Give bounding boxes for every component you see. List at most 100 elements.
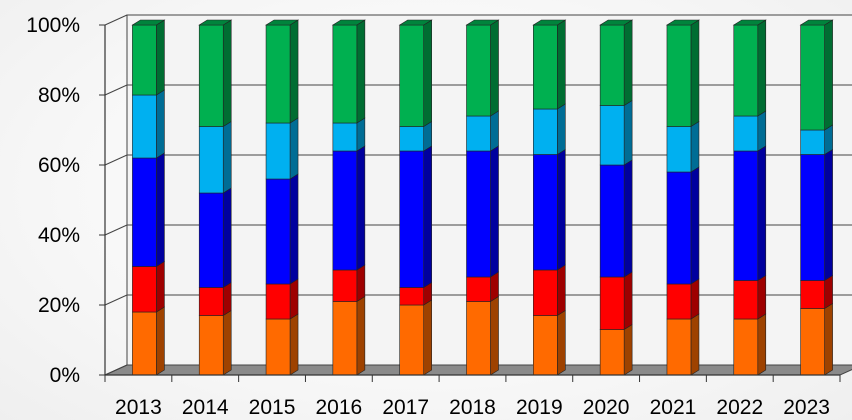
- bar-front: [533, 24, 558, 110]
- bar-segment-2023-5: [799, 19, 834, 131]
- bar-front: [265, 24, 291, 124]
- bar-top: [665, 19, 701, 26]
- bar-side: [356, 145, 366, 271]
- bar-front: [332, 24, 358, 124]
- bar-front: [466, 115, 491, 152]
- bar-front: [399, 24, 424, 127]
- bar-front: [132, 311, 157, 376]
- bar-front: [666, 318, 692, 376]
- bar-side: [156, 19, 165, 96]
- bar-front: [599, 276, 625, 330]
- bar-side: [623, 271, 633, 331]
- bar-front: [466, 301, 491, 376]
- bar-segment-2015-4: [265, 117, 299, 180]
- gridline-depth: [104, 14, 128, 26]
- bar-stack-2022: [732, 19, 767, 376]
- bar-side: [757, 19, 767, 117]
- bar-front: [265, 122, 291, 180]
- bar-stack-2023: [799, 19, 834, 376]
- bar-front: [399, 126, 424, 152]
- bar-segment-2017-1: [399, 299, 432, 376]
- bar-side: [690, 120, 700, 173]
- x-tick-label: 2023: [783, 396, 830, 419]
- x-axis-tick-labels: 2013 2014 2015 2016 2017 2018 2019 2020 2021 2022…: [115, 396, 830, 419]
- bar-front: [666, 24, 692, 127]
- bar-front: [666, 126, 692, 173]
- x-tick-label: 2017: [382, 396, 429, 419]
- bar-side: [289, 278, 299, 320]
- bars: [131, 19, 834, 376]
- bar-segment-2021-1: [666, 313, 700, 376]
- bar-top: [799, 19, 834, 26]
- bar-front: [265, 283, 291, 320]
- bar-segment-2017-3: [399, 145, 432, 289]
- bar-segment-2020-5: [599, 19, 634, 107]
- y-tick-label: 60%: [38, 154, 80, 177]
- bar-side: [490, 19, 499, 117]
- bar-segment-2015-5: [264, 19, 300, 124]
- bar-side: [356, 117, 366, 152]
- x-tick-label: 2018: [449, 396, 496, 419]
- bar-front: [466, 276, 491, 302]
- bar-side: [490, 110, 499, 152]
- bar-segment-2023-3: [800, 148, 833, 282]
- bar-front: [399, 150, 424, 288]
- bar-stack-2016: [331, 19, 366, 376]
- bar-segment-2022-3: [733, 145, 767, 282]
- x-tick-label: 2022: [716, 396, 763, 419]
- bar-side: [623, 159, 633, 278]
- bar-segment-2019-3: [533, 148, 566, 271]
- bar-segment-2014-1: [198, 309, 232, 376]
- bar-front: [733, 318, 759, 376]
- bar-side: [557, 264, 566, 317]
- bar-front: [599, 164, 625, 278]
- bar-segment-2022-4: [733, 110, 767, 152]
- bar-segment-2013-1: [132, 306, 165, 376]
- bar-segment-2021-3: [666, 166, 700, 285]
- bar-front: [198, 287, 224, 316]
- bar-side: [222, 281, 232, 317]
- bar-segment-2018-3: [466, 145, 499, 278]
- bar-segment-2017-2: [399, 281, 432, 306]
- bar-front: [399, 304, 424, 376]
- bar-side: [222, 120, 232, 194]
- bar-side: [156, 89, 165, 159]
- bar-front: [800, 280, 825, 309]
- y-tick-label: 80%: [38, 84, 80, 107]
- bar-side: [222, 19, 232, 128]
- bar-side: [757, 110, 767, 152]
- bar-front: [332, 150, 358, 271]
- bar-segment-2022-2: [733, 274, 767, 320]
- bar-front: [800, 308, 825, 376]
- gridline-depth: [104, 294, 128, 306]
- bar-top: [398, 19, 433, 26]
- bar-stack-2021: [665, 19, 701, 376]
- bar-segment-2014-5: [198, 19, 233, 128]
- bar-front: [733, 115, 759, 152]
- bar-side: [690, 166, 700, 285]
- bar-segment-2017-5: [398, 19, 433, 128]
- bar-side: [623, 99, 633, 166]
- gridline-depth: [104, 364, 128, 376]
- bar-segment-2018-1: [466, 295, 499, 376]
- bar-top: [465, 19, 500, 26]
- bar-front: [198, 315, 224, 376]
- bar-segment-2020-4: [599, 99, 633, 166]
- bar-side: [757, 145, 767, 282]
- y-tick-label: 20%: [38, 294, 80, 317]
- bar-front: [132, 24, 157, 96]
- bar-side: [423, 299, 432, 376]
- bar-segment-2021-4: [666, 120, 700, 173]
- bar-side: [490, 145, 499, 278]
- bar-front: [666, 171, 692, 285]
- bar-front: [332, 301, 358, 376]
- bar-front: [800, 154, 825, 281]
- bar-segment-2014-2: [198, 281, 232, 317]
- bar-segment-2022-5: [732, 19, 767, 117]
- bar-segment-2014-4: [198, 120, 232, 194]
- bar-segment-2019-5: [532, 19, 567, 110]
- bar-segment-2019-2: [533, 264, 566, 317]
- bar-segment-2015-3: [265, 173, 299, 285]
- bar-segment-2018-2: [466, 271, 499, 303]
- bar-side: [757, 274, 767, 320]
